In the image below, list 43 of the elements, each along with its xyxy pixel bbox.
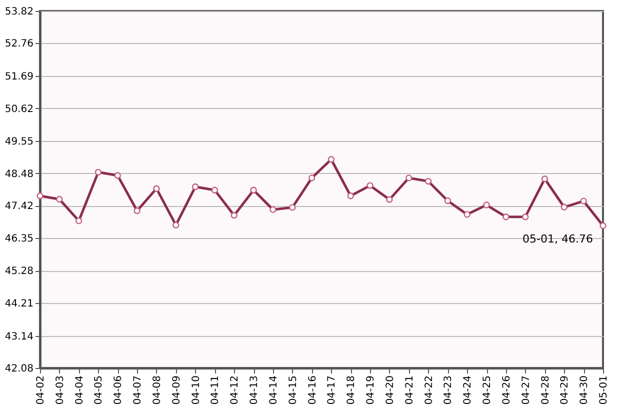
y-tick-label: 53.82: [4, 6, 34, 18]
x-tick-label: 04-18: [346, 376, 358, 405]
x-tick-label: 04-06: [113, 376, 124, 405]
x-tick-label: 04-23: [443, 376, 454, 405]
x-tick-label: 04-16: [307, 376, 318, 405]
x-tick-label: 04-28: [540, 376, 552, 405]
x-tick-label: 04-22: [424, 376, 435, 405]
y-tick-label: 45.28: [4, 266, 34, 278]
x-tick-label: 04-12: [230, 376, 241, 405]
x-tick-label: 04-27: [520, 376, 532, 405]
y-tick-label: 42.08: [4, 364, 34, 374]
x-tick-label: 04-09: [171, 376, 182, 405]
x-tick-label: 04-08: [152, 376, 163, 405]
x-tick-label: 04-14: [268, 376, 280, 405]
y-tick-label: 43.14: [4, 331, 34, 342]
x-tick-label: 04-26: [501, 376, 512, 405]
x-tick-label: 04-11: [210, 376, 222, 405]
x-tick-label: 05-01: [598, 376, 610, 405]
x-tick-label: 04-29: [560, 376, 571, 405]
y-tick-label: 47.42: [4, 201, 34, 212]
x-tick-label: 04-10: [190, 376, 202, 405]
x-tick-label: 04-03: [54, 376, 66, 405]
x-tick-label: 04-25: [482, 376, 494, 405]
y-tick-label: 46.35: [4, 234, 34, 245]
x-tick-label: 04-15: [288, 376, 299, 405]
x-tick-label: 04-30: [579, 376, 590, 405]
y-tick-label: 48.48: [4, 168, 34, 180]
x-tick-label: 04-07: [132, 376, 144, 405]
annotation: 05-01, 46.76: [522, 232, 593, 246]
x-tick-label: 04-13: [249, 376, 260, 405]
y-tick-label: 50.62: [4, 104, 34, 115]
x-tick-label: 04-21: [404, 376, 416, 405]
x-tick-label: 04-20: [384, 376, 396, 405]
x-tick-label: 04-17: [326, 376, 338, 405]
y-tick-label: 52.76: [4, 38, 34, 50]
x-tick-label: 04-24: [462, 376, 474, 405]
x-tick-label: 04-05: [94, 376, 105, 405]
y-tick-label: 44.21: [4, 298, 34, 310]
y-tick-label: 51.69: [4, 71, 34, 82]
x-tick-label: 04-04: [74, 376, 86, 405]
x-tick-label: 04-02: [36, 376, 46, 405]
x-tick-label: 04-19: [366, 376, 377, 405]
y-tick-label: 49.55: [4, 136, 34, 148]
